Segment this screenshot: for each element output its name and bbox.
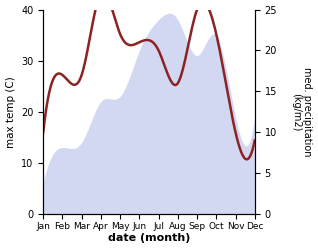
Y-axis label: med. precipitation
(kg/m2): med. precipitation (kg/m2) bbox=[291, 67, 313, 157]
X-axis label: date (month): date (month) bbox=[108, 234, 190, 244]
Y-axis label: max temp (C): max temp (C) bbox=[5, 76, 16, 148]
